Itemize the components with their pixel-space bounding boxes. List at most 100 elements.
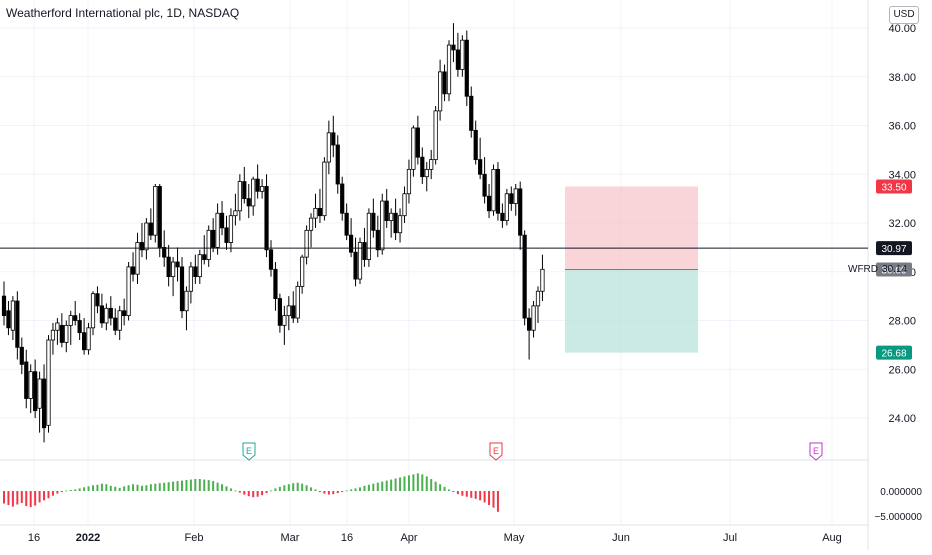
osc-bar[interactable] <box>229 488 232 491</box>
osc-bar[interactable] <box>247 491 250 497</box>
osc-bar[interactable] <box>385 480 388 491</box>
osc-bar[interactable] <box>198 479 201 491</box>
osc-bar[interactable] <box>43 491 46 501</box>
osc-bar[interactable] <box>416 473 419 491</box>
candle[interactable] <box>179 257 185 319</box>
osc-bar[interactable] <box>92 485 94 491</box>
candle[interactable] <box>224 215 229 250</box>
osc-bar[interactable] <box>443 486 446 491</box>
osc-bar[interactable] <box>243 491 246 495</box>
osc-bar[interactable] <box>412 474 415 491</box>
osc-bar[interactable] <box>425 476 428 491</box>
osc-bar[interactable] <box>127 485 130 491</box>
osc-bar[interactable] <box>109 485 112 491</box>
candle[interactable] <box>362 227 367 267</box>
candle[interactable] <box>446 40 452 102</box>
candle[interactable] <box>429 149 434 180</box>
candle[interactable] <box>122 298 127 326</box>
candle[interactable] <box>50 322 56 355</box>
candle[interactable] <box>326 120 331 175</box>
osc-bar[interactable] <box>96 484 99 491</box>
osc-bar[interactable] <box>332 491 335 495</box>
osc-bar[interactable] <box>158 483 161 491</box>
candle[interactable] <box>117 305 122 340</box>
osc-bar[interactable] <box>145 485 148 491</box>
osc-bar[interactable] <box>434 481 437 491</box>
candle[interactable] <box>28 364 33 414</box>
candle[interactable] <box>317 188 323 223</box>
candle[interactable] <box>108 296 113 326</box>
candle[interactable] <box>313 193 318 228</box>
candle[interactable] <box>478 137 483 180</box>
osc-bar[interactable] <box>225 486 228 491</box>
osc-bar[interactable] <box>78 488 81 491</box>
osc-bar[interactable] <box>265 491 268 494</box>
osc-bar[interactable] <box>323 491 326 494</box>
osc-bar[interactable] <box>221 484 224 491</box>
osc-bar[interactable] <box>310 487 313 491</box>
osc-bar[interactable] <box>252 491 255 498</box>
osc-bar[interactable] <box>274 488 277 491</box>
osc-bar[interactable] <box>372 483 375 491</box>
osc-bar[interactable] <box>47 491 50 499</box>
osc-bar[interactable] <box>176 481 179 491</box>
candle[interactable] <box>73 301 78 326</box>
osc-bar[interactable] <box>238 491 241 493</box>
candle[interactable] <box>442 64 447 102</box>
candle[interactable] <box>295 281 300 323</box>
candle[interactable] <box>437 59 443 121</box>
candle[interactable] <box>331 115 336 158</box>
candle[interactable] <box>153 184 158 243</box>
take-profit-zone[interactable] <box>565 269 698 353</box>
candle[interactable] <box>397 208 403 243</box>
osc-bar[interactable] <box>189 479 192 491</box>
candle[interactable] <box>353 237 358 287</box>
candle[interactable] <box>451 23 456 63</box>
earnings-marker[interactable]: E <box>489 442 503 461</box>
osc-bar[interactable] <box>172 481 175 491</box>
osc-bar[interactable] <box>11 491 14 507</box>
candle[interactable] <box>37 371 42 433</box>
osc-bar[interactable] <box>336 491 339 494</box>
candle[interactable] <box>233 193 238 226</box>
candle[interactable] <box>6 301 11 336</box>
candle[interactable] <box>380 193 385 255</box>
candle[interactable] <box>518 181 523 250</box>
candle[interactable] <box>139 223 145 258</box>
osc-bar[interactable] <box>114 486 117 491</box>
candle[interactable] <box>68 310 73 345</box>
candle[interactable] <box>175 247 180 282</box>
candle[interactable] <box>197 249 202 284</box>
candle[interactable] <box>291 291 296 323</box>
osc-bar[interactable] <box>163 482 166 491</box>
candle[interactable] <box>411 125 416 177</box>
candle[interactable] <box>406 159 412 204</box>
osc-bar[interactable] <box>149 484 152 491</box>
candle[interactable] <box>509 186 514 211</box>
candle[interactable] <box>389 208 394 238</box>
candle[interactable] <box>335 135 340 194</box>
candle[interactable] <box>531 301 536 338</box>
candle[interactable] <box>82 318 87 355</box>
candle[interactable] <box>90 291 96 336</box>
osc-bar[interactable] <box>87 486 90 491</box>
osc-bar[interactable] <box>470 491 473 498</box>
osc-bar[interactable] <box>421 474 424 491</box>
candle[interactable] <box>130 252 136 282</box>
candle[interactable] <box>55 318 60 345</box>
candle[interactable] <box>184 286 189 331</box>
candle[interactable] <box>219 201 225 236</box>
osc-bar[interactable] <box>25 491 28 507</box>
candle[interactable] <box>268 240 274 277</box>
candle[interactable] <box>202 235 207 265</box>
candle[interactable] <box>500 203 505 228</box>
candle[interactable] <box>371 198 376 238</box>
osc-bar[interactable] <box>34 491 37 506</box>
candle[interactable] <box>135 232 140 284</box>
candle[interactable] <box>19 337 24 375</box>
osc-bar[interactable] <box>51 491 54 496</box>
candle[interactable] <box>308 213 314 248</box>
osc-bar[interactable] <box>234 490 237 492</box>
osc-bar[interactable] <box>29 491 32 508</box>
